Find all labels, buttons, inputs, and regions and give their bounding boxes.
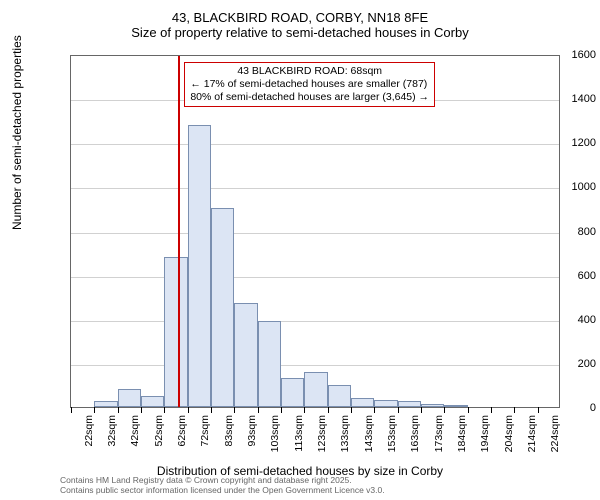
- xtick: [328, 407, 329, 413]
- gridline: [71, 188, 559, 189]
- xtick: [94, 407, 95, 413]
- xtick: [164, 407, 165, 413]
- xtick-label: 173sqm: [433, 415, 445, 455]
- histogram-bar: [141, 396, 164, 407]
- property-marker-line: [178, 56, 180, 407]
- xtick-label: 123sqm: [316, 415, 328, 455]
- xtick-label: 143sqm: [363, 415, 375, 455]
- xtick-label: 62sqm: [176, 415, 188, 455]
- xtick: [118, 407, 119, 413]
- xtick-label: 32sqm: [106, 415, 118, 455]
- histogram-bar: [304, 372, 327, 407]
- histogram-bar: [211, 208, 234, 407]
- histogram-bar: [444, 405, 467, 407]
- annotation-line3: 80% of semi-detached houses are larger (…: [190, 91, 429, 104]
- xtick: [514, 407, 515, 413]
- annotation-line2: ← 17% of semi-detached houses are smalle…: [190, 78, 429, 91]
- xtick-label: 103sqm: [269, 415, 281, 455]
- xtick-label: 194sqm: [479, 415, 491, 455]
- y-axis-label: Number of semi-detached properties: [10, 35, 24, 230]
- xtick: [304, 407, 305, 413]
- xtick: [71, 407, 72, 413]
- xtick: [351, 407, 352, 413]
- footer-attribution: Contains HM Land Registry data © Crown c…: [60, 476, 385, 496]
- xtick: [281, 407, 282, 413]
- footer-line2: Contains public sector information licen…: [60, 486, 385, 496]
- histogram-bar: [374, 400, 397, 407]
- xtick: [444, 407, 445, 413]
- histogram-bar: [94, 401, 117, 407]
- histogram-bar: [234, 303, 257, 407]
- histogram-bar: [118, 389, 141, 407]
- xtick-label: 214sqm: [526, 415, 538, 455]
- histogram-bar: [351, 398, 374, 407]
- gridline: [71, 365, 559, 366]
- xtick: [398, 407, 399, 413]
- xtick-label: 224sqm: [549, 415, 561, 455]
- xtick: [374, 407, 375, 413]
- xtick-label: 163sqm: [409, 415, 421, 455]
- histogram-bar: [281, 378, 304, 407]
- xtick-label: 184sqm: [456, 415, 468, 455]
- histogram-bar: [188, 125, 211, 407]
- annotation-line1: 43 BLACKBIRD ROAD: 68sqm: [190, 65, 429, 78]
- xtick: [141, 407, 142, 413]
- xtick-label: 113sqm: [293, 415, 305, 455]
- histogram-bar: [164, 257, 187, 407]
- xtick-label: 22sqm: [83, 415, 95, 455]
- histogram-bar: [398, 401, 421, 407]
- xtick: [468, 407, 469, 413]
- gridline: [71, 233, 559, 234]
- gridline: [71, 321, 559, 322]
- xtick: [538, 407, 539, 413]
- xtick: [491, 407, 492, 413]
- xtick-label: 42sqm: [129, 415, 141, 455]
- xtick-label: 83sqm: [223, 415, 235, 455]
- xtick-label: 153sqm: [386, 415, 398, 455]
- xtick-label: 72sqm: [199, 415, 211, 455]
- histogram-bar: [328, 385, 351, 407]
- title-line1: 43, BLACKBIRD ROAD, CORBY, NN18 8FE: [0, 10, 600, 25]
- xtick: [211, 407, 212, 413]
- xtick: [258, 407, 259, 413]
- gridline: [71, 144, 559, 145]
- xtick-label: 93sqm: [246, 415, 258, 455]
- annotation-callout: 43 BLACKBIRD ROAD: 68sqm ← 17% of semi-d…: [184, 62, 435, 107]
- xtick: [421, 407, 422, 413]
- histogram-bar: [258, 321, 281, 407]
- gridline: [71, 277, 559, 278]
- chart-plot-area: 22sqm32sqm42sqm52sqm62sqm72sqm83sqm93sqm…: [70, 55, 560, 408]
- xtick: [234, 407, 235, 413]
- histogram-bar: [421, 404, 444, 407]
- xtick-label: 52sqm: [153, 415, 165, 455]
- xtick-label: 204sqm: [503, 415, 515, 455]
- xtick-label: 133sqm: [339, 415, 351, 455]
- xtick: [188, 407, 189, 413]
- title-line2: Size of property relative to semi-detach…: [0, 25, 600, 40]
- chart-title: 43, BLACKBIRD ROAD, CORBY, NN18 8FE Size…: [0, 0, 600, 40]
